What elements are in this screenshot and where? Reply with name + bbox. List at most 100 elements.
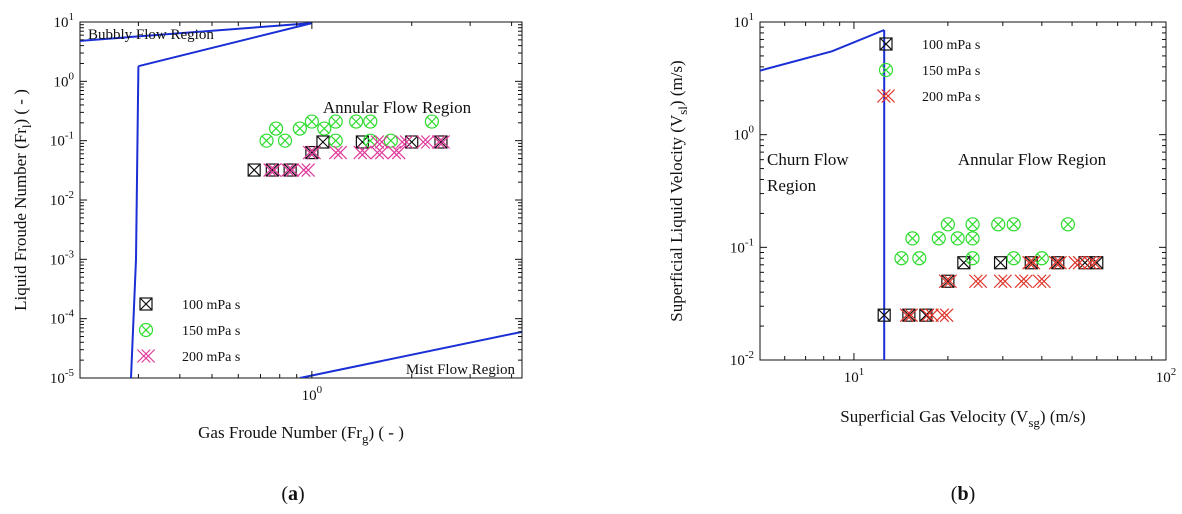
data-point	[1083, 255, 1102, 270]
data-point	[434, 135, 448, 149]
chart-panel-a: 10-5 10-4 10-3 10-2 10-1 100 101 100 Bubbly Flow…	[11, 11, 523, 505]
data-point	[965, 251, 980, 266]
data-point	[1022, 255, 1041, 270]
x-axis-label: Gas Froude Number (Frg) ( - )	[198, 423, 404, 446]
data-point	[265, 163, 279, 177]
legend: 100 mPa s 150 mPa s 200 mPa s	[876, 37, 980, 105]
y-axis-label: Liquid Froude Number (Frl) ( - )	[11, 89, 34, 311]
legend-label: 200 mPa s	[182, 350, 240, 365]
data-point	[304, 114, 319, 129]
legend-marker	[878, 62, 894, 78]
data-point	[431, 135, 451, 149]
boundary-line	[760, 29, 885, 72]
data-point	[268, 121, 284, 136]
data-point	[329, 145, 348, 160]
boundary-line	[299, 330, 522, 378]
data-point	[370, 135, 389, 149]
data-point	[296, 163, 316, 177]
y-tick-label: 100	[734, 124, 755, 144]
series-200	[263, 135, 451, 177]
data-point	[965, 217, 980, 232]
data-point	[940, 217, 955, 232]
data-point	[302, 145, 321, 160]
data-point	[993, 256, 1008, 270]
data-point	[1051, 256, 1065, 270]
legend-label: 100 mPa s	[182, 298, 240, 313]
plot-frame	[79, 21, 523, 379]
data-point	[247, 163, 261, 177]
data-point	[328, 133, 343, 148]
plot-area	[80, 22, 522, 378]
data-point	[1034, 251, 1049, 266]
x-tick-label: 102	[1156, 366, 1177, 386]
legend-marker	[139, 297, 153, 311]
legend: 100 mPa s 150 mPa s 200 mPa s	[136, 297, 240, 365]
data-point	[405, 135, 419, 149]
data-point	[920, 308, 939, 323]
data-point	[931, 231, 946, 246]
boundary-line	[138, 22, 313, 68]
data-point	[957, 256, 971, 270]
data-point	[902, 308, 916, 322]
data-point	[316, 135, 330, 149]
plot-frame	[759, 21, 1167, 361]
y-tick-label: 101	[54, 11, 75, 31]
data-point	[991, 217, 1006, 232]
data-point	[968, 274, 988, 289]
data-point	[1014, 274, 1033, 289]
plot-area	[760, 29, 1104, 360]
y-tick-label: 10-2	[50, 189, 74, 209]
data-point	[353, 145, 372, 160]
legend-label: 150 mPa s	[922, 64, 980, 79]
data-point	[305, 145, 319, 160]
data-point	[292, 121, 307, 136]
panel-caption: (b)	[951, 483, 975, 505]
data-point	[935, 308, 954, 323]
y-tick-label: 10-1	[50, 130, 74, 150]
region-label: Mist Flow Region	[406, 362, 516, 378]
series-100	[247, 135, 448, 177]
data-point	[1048, 255, 1067, 270]
chart-panel-b: 10-2 10-1 100 101 101 102 Churn Flow Region Annu…	[667, 11, 1176, 505]
data-point	[1032, 274, 1051, 289]
data-point	[894, 251, 909, 266]
y-tick-label: 10-2	[730, 349, 754, 369]
legend-marker	[136, 349, 156, 363]
series-150	[259, 114, 439, 148]
data-point	[349, 114, 364, 129]
data-point	[899, 308, 919, 323]
legend-label: 150 mPa s	[182, 324, 240, 339]
data-point	[912, 251, 927, 266]
data-point	[363, 114, 378, 129]
y-axis-label: Superficial Liquid Velocity (Vsl) (m/s)	[667, 60, 690, 321]
data-point	[950, 231, 965, 246]
region-label: Bubbly Flow Region	[88, 27, 214, 43]
data-point	[919, 308, 933, 322]
data-point	[1006, 251, 1021, 266]
x-tick-label: 100	[302, 384, 323, 404]
data-point	[993, 274, 1012, 289]
region-label: Annular Flow Region	[958, 150, 1107, 169]
y-tick-label: 101	[734, 11, 755, 31]
legend-label: 200 mPa s	[922, 90, 980, 105]
data-point	[387, 145, 406, 160]
data-point	[965, 231, 980, 246]
panel-caption: (a)	[281, 483, 304, 505]
data-point	[317, 121, 332, 136]
data-point	[277, 133, 293, 148]
y-tick-label: 10-4	[50, 308, 75, 328]
boundary-line	[80, 22, 312, 42]
x-tick-label: 101	[844, 366, 865, 386]
series-100	[877, 256, 1104, 322]
legend-marker	[138, 322, 154, 338]
data-point	[283, 163, 297, 177]
legend-label: 100 mPa s	[922, 38, 980, 53]
data-point	[263, 163, 282, 177]
data-point	[1006, 217, 1021, 232]
region-label: Churn Flow	[767, 150, 849, 169]
series-200	[899, 255, 1102, 323]
y-tick-label: 10-1	[730, 236, 754, 256]
legend-marker	[876, 89, 896, 103]
data-point	[281, 163, 300, 177]
